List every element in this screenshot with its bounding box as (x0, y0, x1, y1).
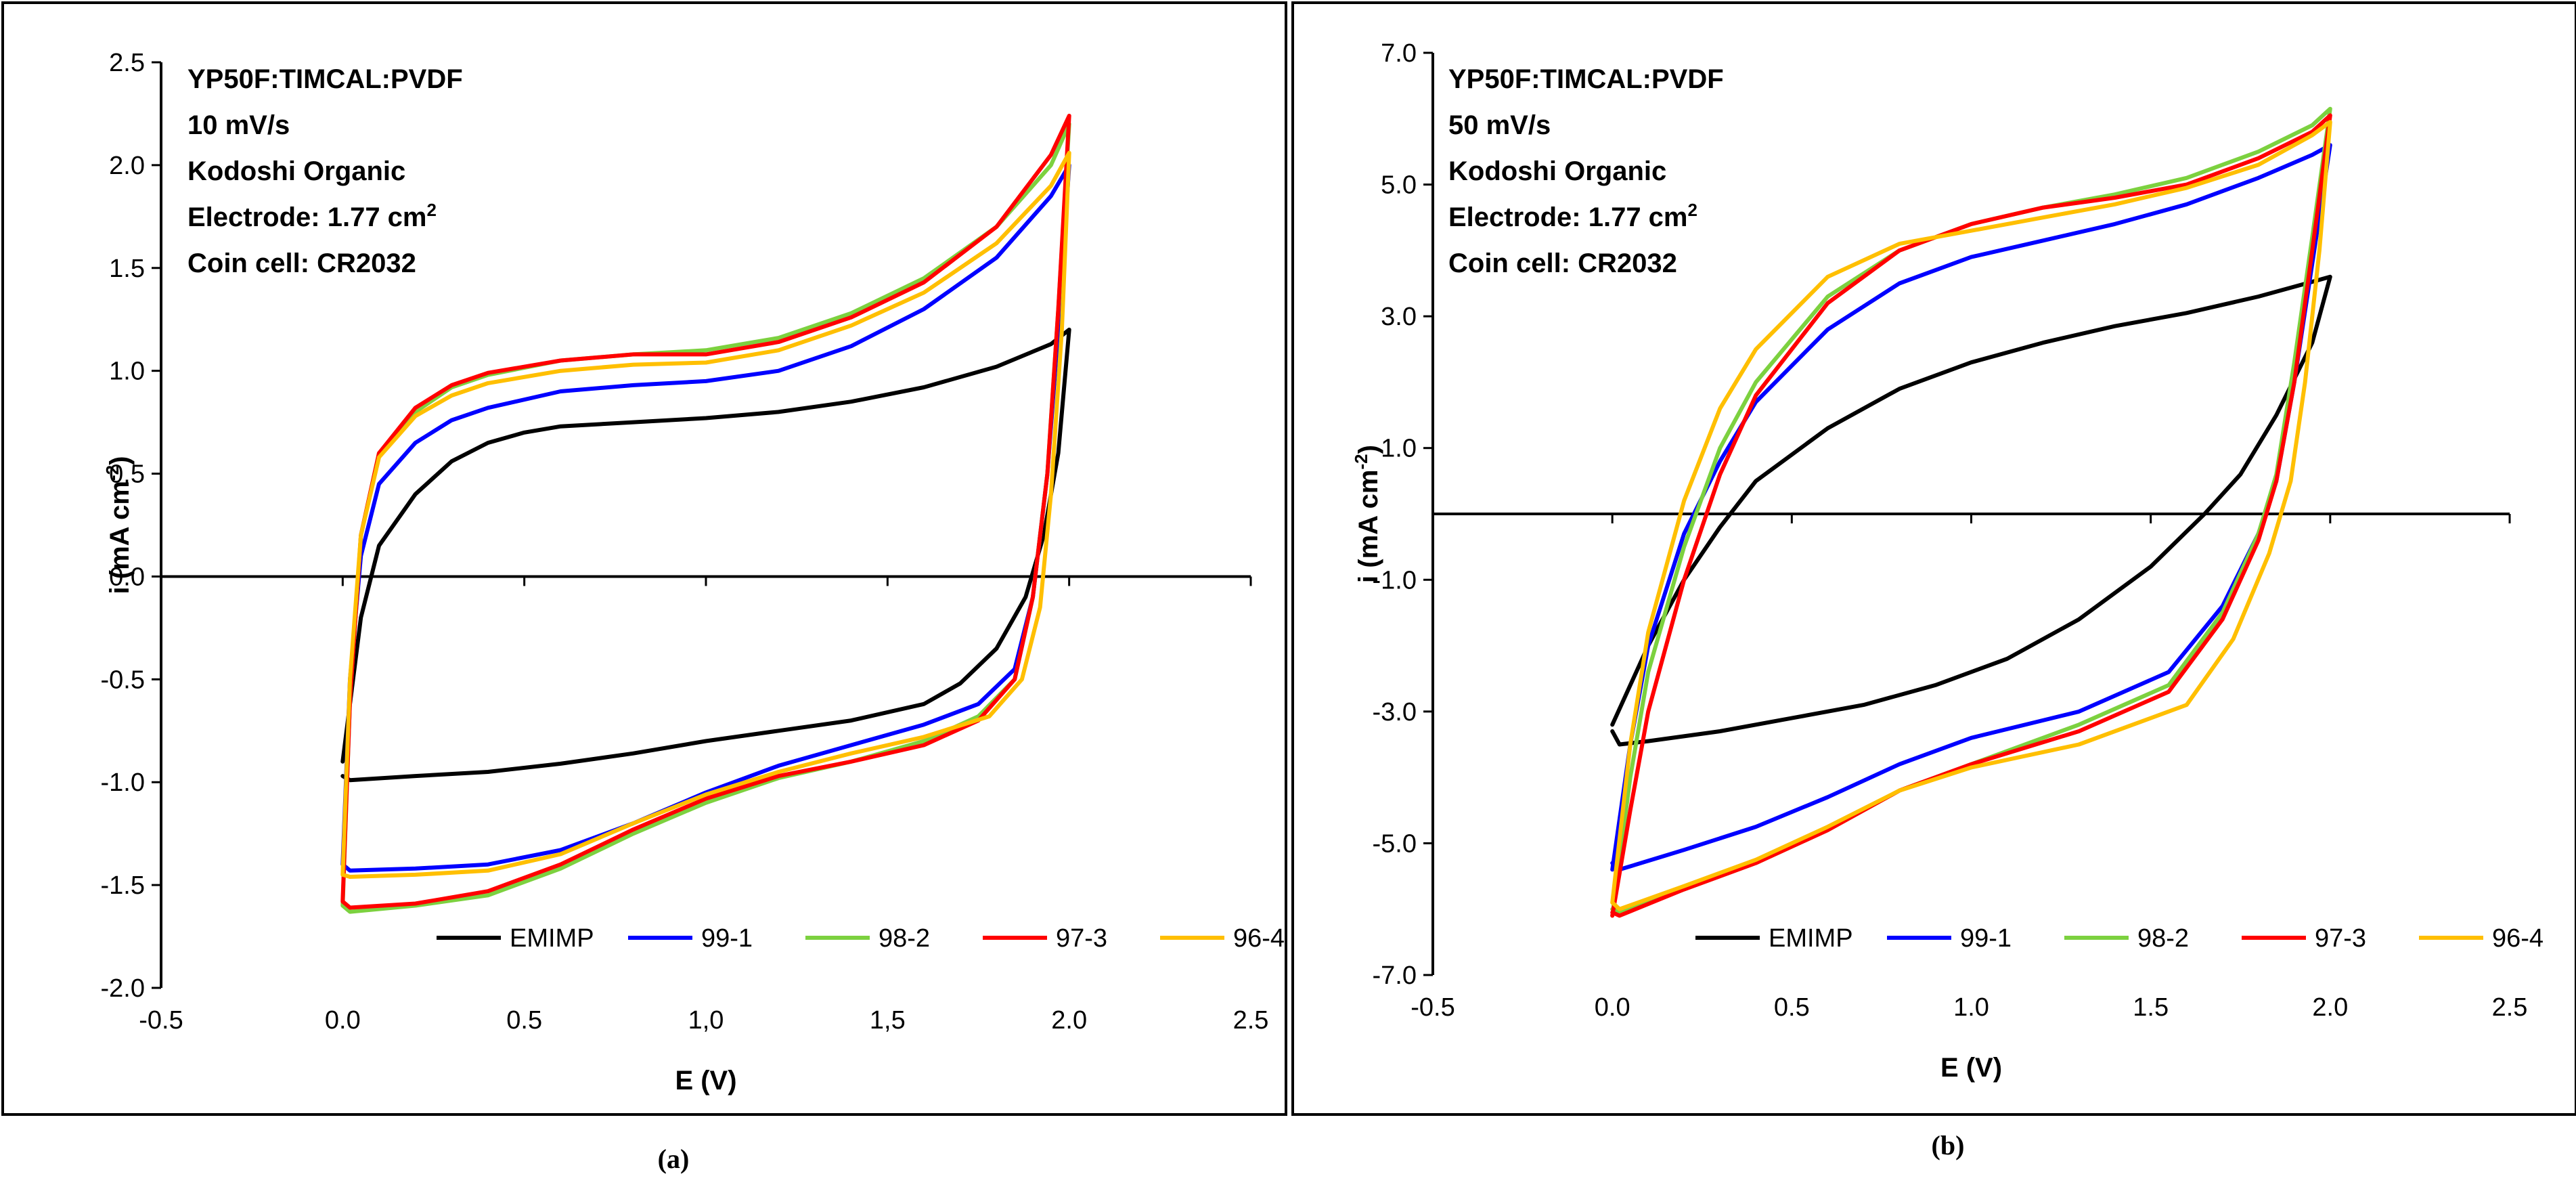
y-axis-title: i (mA cm-2) (102, 456, 135, 594)
y-tick-label: -2.0 (101, 974, 145, 1003)
panel-caption: (b) (1932, 1130, 1965, 1161)
x-axis-title: E (V) (1940, 1053, 2002, 1083)
y-tick-label: -1.0 (1373, 566, 1417, 594)
x-tick-label: 2.0 (2312, 993, 2348, 1022)
y-tick-label: -5.0 (1373, 829, 1417, 858)
x-tick-label: 2.5 (2492, 993, 2528, 1022)
y-tick-label: 1.0 (1381, 435, 1417, 463)
y-tick-label: -1.0 (101, 768, 145, 797)
series-curve-EMIMP (340, 327, 1071, 783)
x-tick-label: 2.5 (1233, 1006, 1269, 1035)
y-tick-label: -3.0 (1373, 698, 1417, 727)
y-tick-label: 0.0 (109, 563, 145, 591)
x-tick-label: 2.0 (1051, 1006, 1087, 1035)
x-tick-label: 0.5 (1774, 993, 1810, 1022)
x-tick-label: 1.5 (2133, 993, 2169, 1022)
annotation-line: Electrode: 1.77 cm2 (187, 200, 437, 232)
annotation-text: 50 mV/s (1448, 110, 1551, 140)
annotation-line: YP50F:TIMCAL:PVDF (1448, 64, 1724, 94)
annotation-text: Electrode: 1.77 cm (1448, 202, 1688, 232)
legend-label-98-2: 98-2 (2137, 924, 2189, 953)
annotation-text: YP50F:TIMCAL:PVDF (1448, 64, 1724, 94)
series-curve-96-4 (340, 150, 1071, 879)
series-curve-EMIMP (1610, 274, 2332, 747)
x-tick-label: 0.0 (1595, 993, 1630, 1022)
y-tick-label: 7.0 (1381, 39, 1417, 68)
legend-label-EMIMP: EMIMP (1769, 924, 1853, 953)
chart-panel-a: -2.0 -1.5 -1.0 -0.5 0.0 0.5 1.0 1.5 2.0 2.5 -0.5 0.… (1, 1, 1287, 1174)
annotation-line: Electrode: 1.77 cm2 (1448, 200, 1697, 232)
series-curve-97-3 (340, 114, 1071, 910)
annotation-text: Kodoshi Organic (187, 156, 405, 186)
annotation-line: Kodoshi Organic (187, 156, 405, 186)
y-tick-label: 2.0 (109, 152, 145, 180)
y-axis-title-tail: ) (105, 456, 135, 465)
y-axis-title-sup: -2 (102, 465, 123, 481)
annotation-text: Kodoshi Organic (1448, 156, 1666, 186)
y-tick-label: 2.5 (109, 49, 145, 77)
panel-caption: (a) (658, 1144, 690, 1174)
x-tick-label: 1.0 (1953, 993, 1989, 1022)
x-tick-label: 1,5 (870, 1006, 906, 1035)
y-tick-label: 3.0 (1381, 303, 1417, 331)
y-axis-title-sup: -2 (1351, 454, 1371, 469)
annotation-line: 50 mV/s (1448, 110, 1551, 140)
y-tick-label: -1.5 (101, 871, 145, 900)
legend-label-96-4: 96-4 (1233, 924, 1285, 953)
y-tick-label: 1.0 (109, 358, 145, 386)
legend-label-97-3: 97-3 (2315, 924, 2366, 953)
y-tick-label: 0.5 (109, 460, 145, 489)
legend-label-EMIMP: EMIMP (510, 924, 594, 953)
y-axis-title-tail: ) (1354, 445, 1383, 454)
annotation-line: YP50F:TIMCAL:PVDF (187, 64, 463, 94)
x-axis-title: E (V) (675, 1066, 736, 1096)
chart-panel-b: -7.0 -5.0 -3.0 -1.0 1.0 3.0 5.0 7.0 -0.5 0.0 0.5 1.… (1291, 1, 2576, 1161)
annotation-line: Coin cell: CR2032 (1448, 248, 1677, 278)
annotation-text: Coin cell: CR2032 (1448, 248, 1677, 278)
y-axis-title: i (mA cm-2) (1351, 445, 1383, 583)
x-tick-label: -0.5 (139, 1006, 183, 1035)
annotation-sup: 2 (1688, 200, 1697, 220)
x-tick-label: 0.0 (325, 1006, 361, 1035)
annotation-text: 10 mV/s (187, 110, 290, 140)
legend-label-97-3: 97-3 (1056, 924, 1107, 953)
annotation-text: YP50F:TIMCAL:PVDF (187, 64, 463, 94)
y-tick-label: 1.5 (109, 255, 145, 283)
y-tick-label: -7.0 (1373, 961, 1417, 990)
legend-label-99-1: 99-1 (701, 924, 753, 953)
x-tick-label: 1,0 (688, 1006, 724, 1035)
legend-label-96-4: 96-4 (2492, 924, 2544, 953)
annotation-line: Kodoshi Organic (1448, 156, 1666, 186)
x-tick-label: -0.5 (1411, 993, 1454, 1022)
y-axis-title-main: i (mA cm (1354, 470, 1383, 583)
y-tick-label: -0.5 (101, 666, 145, 694)
annotation-sup: 2 (427, 200, 437, 220)
legend-label-99-1: 99-1 (1960, 924, 2012, 953)
annotation-text: Coin cell: CR2032 (187, 248, 416, 278)
panel-frame (1291, 1, 2576, 1116)
panel-frame (1, 1, 1287, 1116)
annotation-text: Electrode: 1.77 cm (187, 202, 427, 232)
annotation-line: 10 mV/s (187, 110, 290, 140)
y-axis-title-main: i (mA cm (105, 481, 135, 594)
y-tick-label: 5.0 (1381, 171, 1417, 200)
legend-label-98-2: 98-2 (879, 924, 930, 953)
series-curve-96-4 (1610, 120, 2332, 911)
annotation-line: Coin cell: CR2032 (187, 248, 416, 278)
x-tick-label: 0.5 (506, 1006, 542, 1035)
